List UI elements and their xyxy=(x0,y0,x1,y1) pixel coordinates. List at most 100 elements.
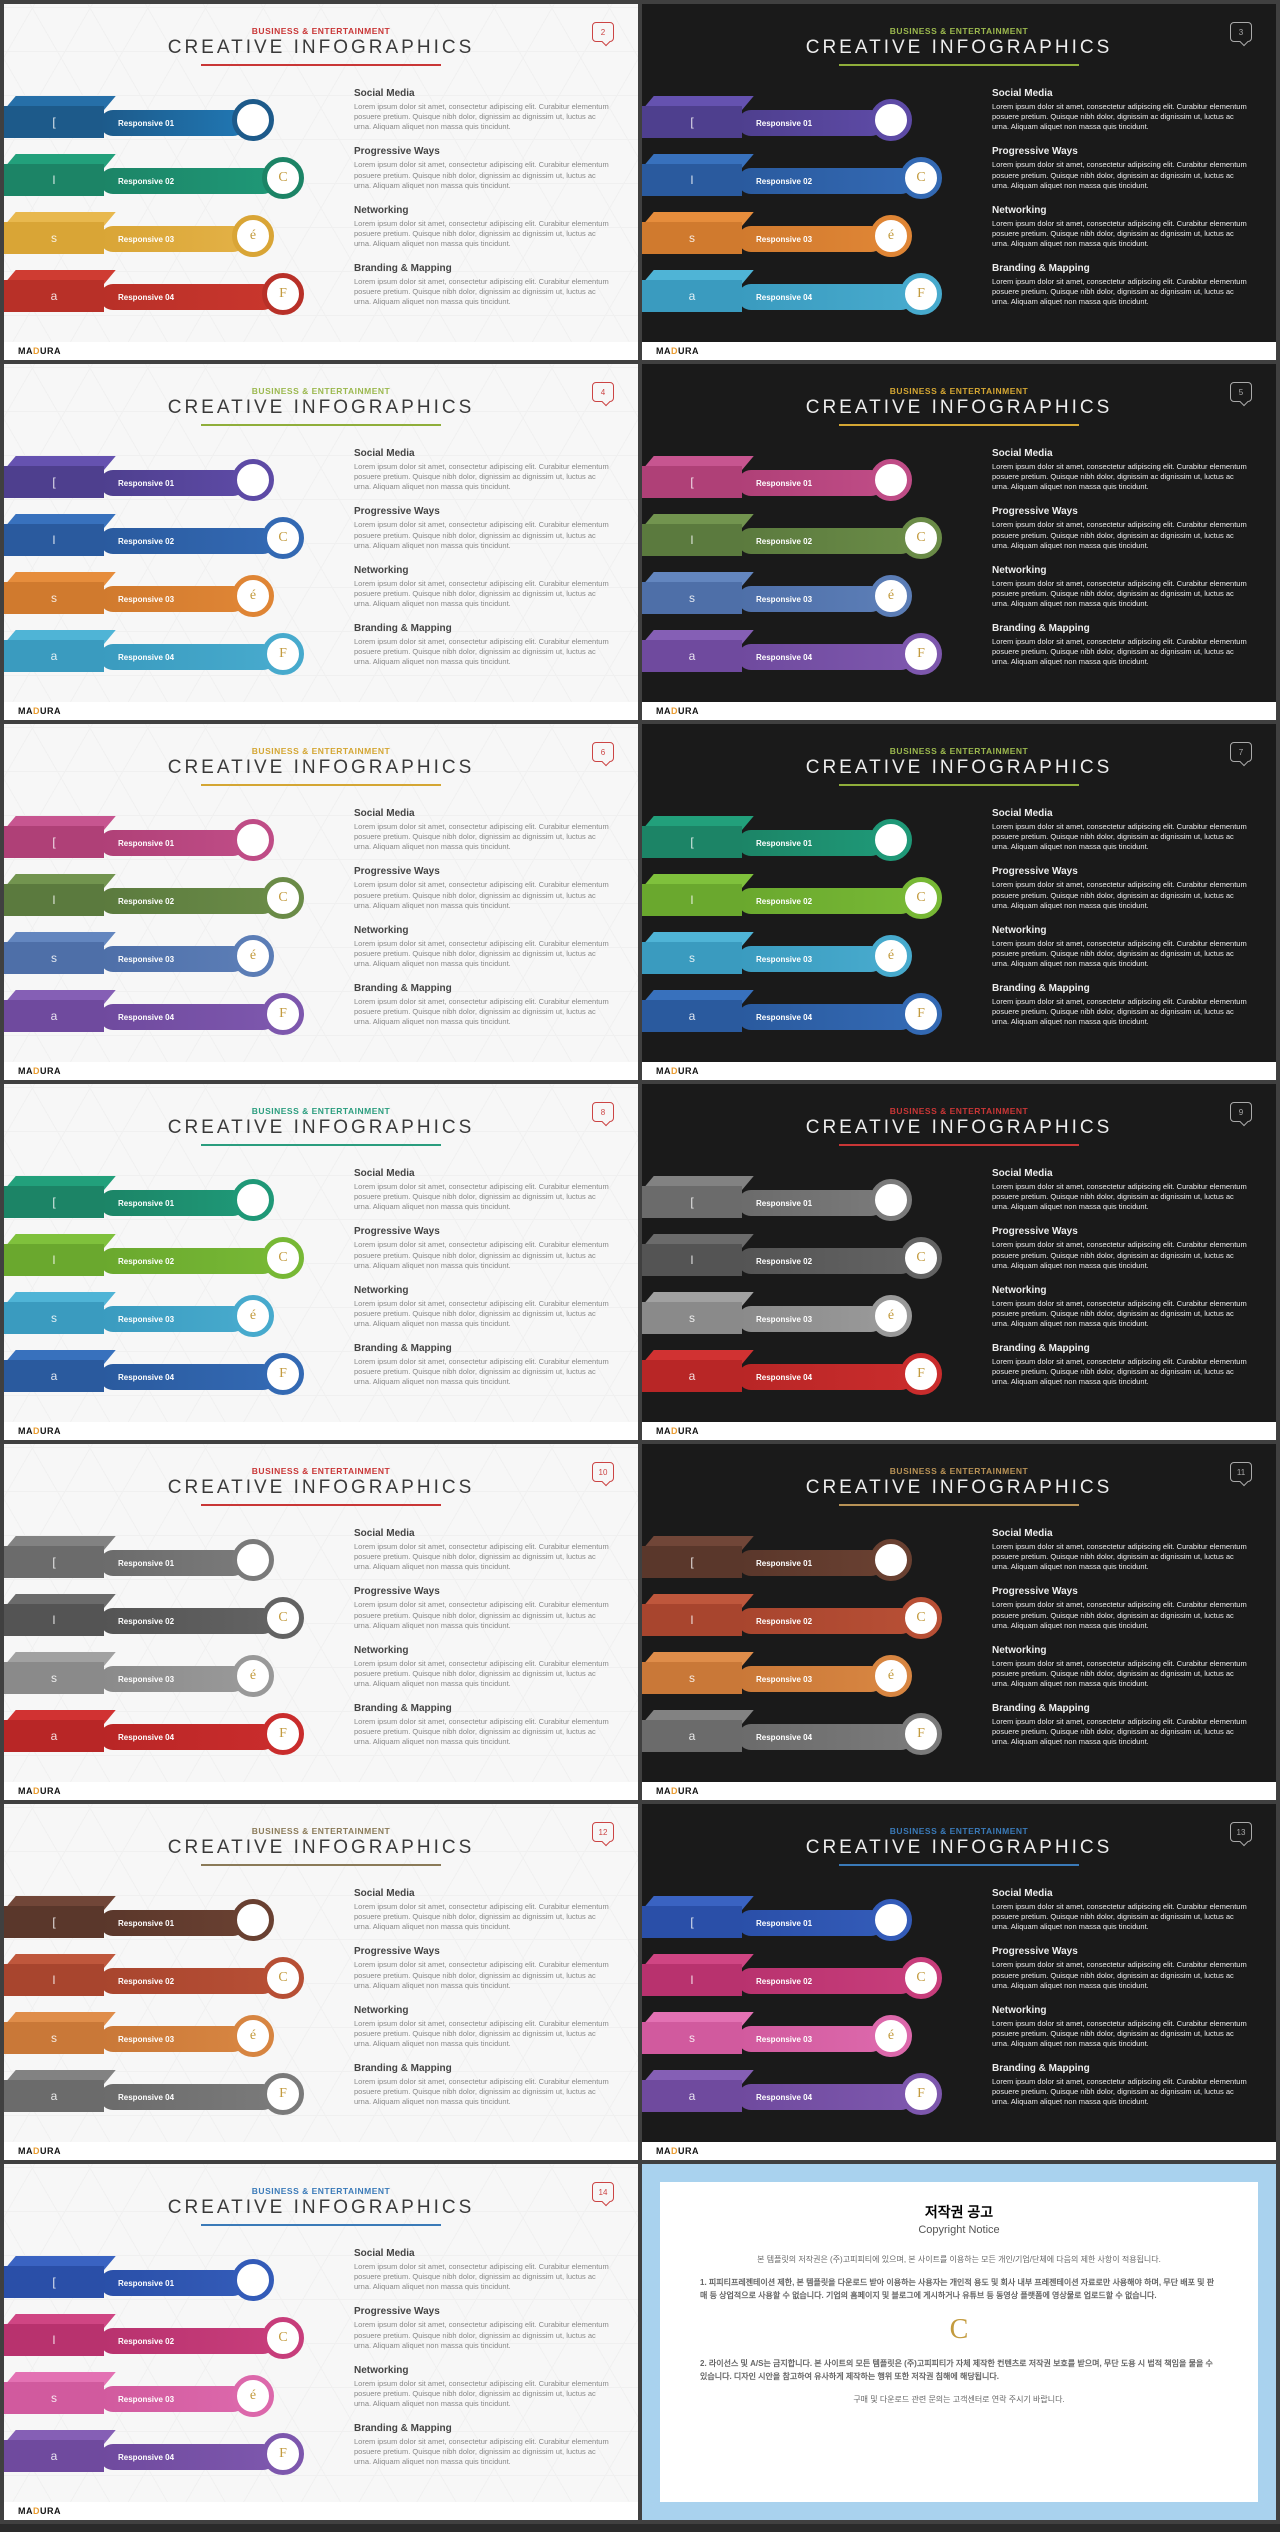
section-body: Lorem ipsum dolor sit amet, consectetur … xyxy=(992,822,1250,852)
section-body: Lorem ipsum dolor sit amet, consectetur … xyxy=(354,637,612,667)
bar-ring-icon xyxy=(870,459,912,501)
bar-cube: s xyxy=(4,942,104,974)
bar-pill: Responsive 03 xyxy=(738,1666,884,1692)
bar-cube: [ xyxy=(4,1186,104,1218)
bar-ring-icon xyxy=(232,99,274,141)
bar-ring-icon: é xyxy=(232,2015,274,2057)
text-section: NetworkingLorem ipsum dolor sit amet, co… xyxy=(354,1645,612,1689)
section-body: Lorem ipsum dolor sit amet, consectetur … xyxy=(992,1357,1250,1387)
bar-pill: Responsive 03 xyxy=(100,226,246,252)
slide-title: CREATIVE INFOGRAPHICS xyxy=(4,2197,638,2219)
section-title: Social Media xyxy=(992,88,1250,99)
copyright-title-en: Copyright Notice xyxy=(700,2224,1218,2236)
text-column: Social Media Lorem ipsum dolor sit amet, … xyxy=(344,444,638,702)
bar-cube: l xyxy=(642,884,742,916)
section-title: Social Media xyxy=(992,1888,1250,1899)
section-title: Branding & Mapping xyxy=(992,2063,1250,2074)
text-section: Social MediaLorem ipsum dolor sit amet, … xyxy=(992,448,1250,492)
bar-pill: Responsive 01 xyxy=(738,1910,884,1936)
bar-ring-icon: C xyxy=(900,157,942,199)
bar-pill: Responsive 02 xyxy=(100,168,276,194)
text-section: Social MediaLorem ipsum dolor sit amet, … xyxy=(354,88,612,132)
bar-cube: a xyxy=(642,280,742,312)
bar-cube: l xyxy=(4,164,104,196)
title-underline xyxy=(839,1864,1079,1866)
text-section: Social MediaLorem ipsum dolor sit amet, … xyxy=(992,1888,1250,1932)
section-body: Lorem ipsum dolor sit amet, consectetur … xyxy=(992,997,1250,1027)
slide-footer-brand: MADURA xyxy=(4,1782,638,1800)
slide-footer-brand: MADURA xyxy=(642,2142,1276,2160)
section-title: Progressive Ways xyxy=(992,506,1250,517)
section-title: Branding & Mapping xyxy=(354,983,612,994)
section-title: Social Media xyxy=(354,88,612,99)
bar-cube: [ xyxy=(4,106,104,138)
slide: BUSINESS & ENTERTAINMENTCREATIVE INFOGRA… xyxy=(642,4,1276,360)
bar-pill: Responsive 02 xyxy=(738,1608,914,1634)
section-title: Progressive Ways xyxy=(354,1226,612,1237)
bar-pill: Responsive 02 xyxy=(738,528,914,554)
section-title: Progressive Ways xyxy=(992,146,1250,157)
text-column: Social MediaLorem ipsum dolor sit amet, … xyxy=(982,84,1276,342)
bar-cube: l xyxy=(642,1244,742,1276)
infographic-bars: [Responsive 01lResponsive 02CsResponsive… xyxy=(4,1884,344,2142)
bar-cube: [ xyxy=(4,466,104,498)
section-title: Social Media xyxy=(992,808,1250,819)
text-section: Social MediaLorem ipsum dolor sit amet, … xyxy=(992,88,1250,132)
slide-subtitle: BUSINESS & ENTERTAINMENT xyxy=(4,746,638,756)
bar-ring-icon: F xyxy=(262,993,304,1035)
section-body: Lorem ipsum dolor sit amet, consectetur … xyxy=(992,2077,1250,2107)
text-section: Branding & MappingLorem ipsum dolor sit … xyxy=(992,1343,1250,1387)
infographic-bars: [Responsive 01lResponsive 02CsResponsive… xyxy=(4,2244,344,2502)
text-section: Social MediaLorem ipsum dolor sit amet, … xyxy=(354,808,612,852)
text-section: Branding & MappingLorem ipsum dolor sit … xyxy=(992,263,1250,307)
slide-footer-brand: MADURA xyxy=(642,342,1276,360)
text-section: Progressive WaysLorem ipsum dolor sit am… xyxy=(992,1226,1250,1270)
infographic-bars: [Responsive 01lResponsive 02CsResponsive… xyxy=(4,84,344,342)
slide-title: CREATIVE INFOGRAPHICS xyxy=(642,397,1276,419)
slide-grid: BUSINESS & ENTERTAINMENTCREATIVE INFOGRA… xyxy=(4,4,1276,2520)
bar-pill: Responsive 03 xyxy=(100,1306,246,1332)
text-section: Progressive WaysLorem ipsum dolor sit am… xyxy=(354,146,612,190)
text-column: Social MediaLorem ipsum dolor sit amet, … xyxy=(344,84,638,342)
slide-footer-brand: MADURA xyxy=(642,702,1276,720)
bar-cube: [ xyxy=(642,1186,742,1218)
bar-pill: Responsive 01 xyxy=(100,1550,246,1576)
bar-pill: Responsive 04 xyxy=(738,644,914,670)
section-body: Lorem ipsum dolor sit amet, consectetur … xyxy=(992,579,1250,609)
slide-subtitle: BUSINESS & ENTERTAINMENT xyxy=(642,386,1276,396)
section-title: Social Media xyxy=(354,448,612,459)
text-section: NetworkingLorem ipsum dolor sit amet, co… xyxy=(992,925,1250,969)
bar-cube: a xyxy=(642,640,742,672)
bar-cube: l xyxy=(4,1964,104,1996)
slide-subtitle: BUSINESS & ENTERTAINMENT xyxy=(642,26,1276,36)
title-underline xyxy=(201,1504,441,1506)
section-body: Lorem ipsum dolor sit amet, consectetur … xyxy=(992,1542,1250,1572)
bar-cube: s xyxy=(4,2022,104,2054)
text-section: Social MediaLorem ipsum dolor sit amet, … xyxy=(354,448,612,492)
bar-pill: Responsive 04 xyxy=(100,1724,276,1750)
bar-ring-icon: é xyxy=(870,575,912,617)
section-body: Lorem ipsum dolor sit amet, consectetur … xyxy=(992,1600,1250,1630)
bar-pill: Responsive 03 xyxy=(100,2026,246,2052)
text-section: Progressive WaysLorem ipsum dolor sit am… xyxy=(354,2306,612,2350)
bar-cube: s xyxy=(642,1302,742,1334)
section-title: Networking xyxy=(992,925,1250,936)
infographic-bars: [Responsive 01lResponsive 02CsResponsive… xyxy=(4,1524,344,1782)
bar-pill: Responsive 02 xyxy=(738,1968,914,1994)
bar-pill: Responsive 01 xyxy=(738,470,884,496)
bar-cube: a xyxy=(4,2440,104,2472)
section-body: Lorem ipsum dolor sit amet, consectetur … xyxy=(354,1542,612,1572)
slide-subtitle: BUSINESS & ENTERTAINMENT xyxy=(642,1826,1276,1836)
bar-ring-icon: é xyxy=(870,1295,912,1337)
bar-ring-icon: F xyxy=(900,1353,942,1395)
bar-pill: Responsive 01 xyxy=(738,1190,884,1216)
text-column: Social Media Lorem ipsum dolor sit amet, … xyxy=(982,1884,1276,2142)
bar-pill: Responsive 03 xyxy=(738,586,884,612)
bar-cube: a xyxy=(642,1720,742,1752)
section-body: Lorem ipsum dolor sit amet, consectetur … xyxy=(992,462,1250,492)
bar-pill: Responsive 01 xyxy=(738,830,884,856)
section-body: Lorem ipsum dolor sit amet, consectetur … xyxy=(354,579,612,609)
section-title: Networking xyxy=(354,565,612,576)
bar-pill: Responsive 01 xyxy=(100,1190,246,1216)
section-title: Progressive Ways xyxy=(354,2306,612,2317)
